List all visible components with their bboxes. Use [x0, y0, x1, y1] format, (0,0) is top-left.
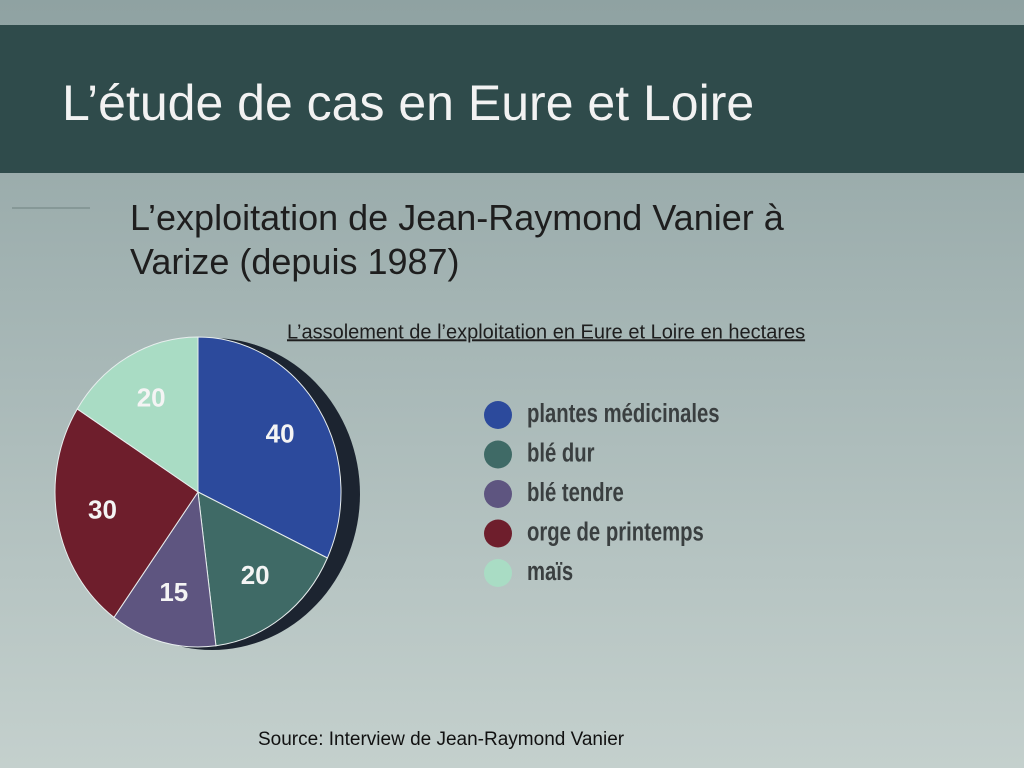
legend-swatch: [484, 480, 512, 508]
bullet: L’exploitation de Jean-Raymond Vanier à …: [130, 196, 784, 284]
slide-title: L’étude de cas en Eure et Loire: [62, 75, 755, 131]
source: Source: Interview de Jean-Raymond Vanier: [258, 729, 625, 750]
pie-slice: [76, 336, 199, 493]
pie-slice: [197, 491, 329, 647]
legend-label: blé dur: [527, 438, 595, 467]
legend-label: blé tendre: [527, 477, 624, 506]
legend-swatch: [484, 519, 512, 548]
pie-slice: [197, 336, 342, 559]
pie-slice: [113, 490, 217, 648]
title-band: [0, 25, 1024, 173]
legend-swatch: [484, 401, 512, 429]
legend-label: maïs: [527, 556, 573, 585]
slice-label: 40: [266, 418, 295, 448]
legend-swatch: [484, 559, 512, 587]
legend-label: orge de printemps: [527, 517, 704, 546]
slice-label: 20: [241, 560, 270, 590]
legend-label: plantes médicinales: [527, 398, 720, 427]
slice-label: 15: [159, 577, 188, 607]
legend-swatch: [484, 440, 512, 469]
slice-label: 30: [88, 495, 117, 525]
chart-title: L’assolement de l’exploitation en Eure e…: [287, 321, 805, 343]
slice-label: 20: [137, 383, 166, 413]
pie-slice: [54, 408, 199, 619]
bullet-line: Varize (depuis 1987): [130, 241, 460, 282]
bullet-line: L’exploitation de Jean-Raymond Vanier à: [130, 197, 784, 238]
